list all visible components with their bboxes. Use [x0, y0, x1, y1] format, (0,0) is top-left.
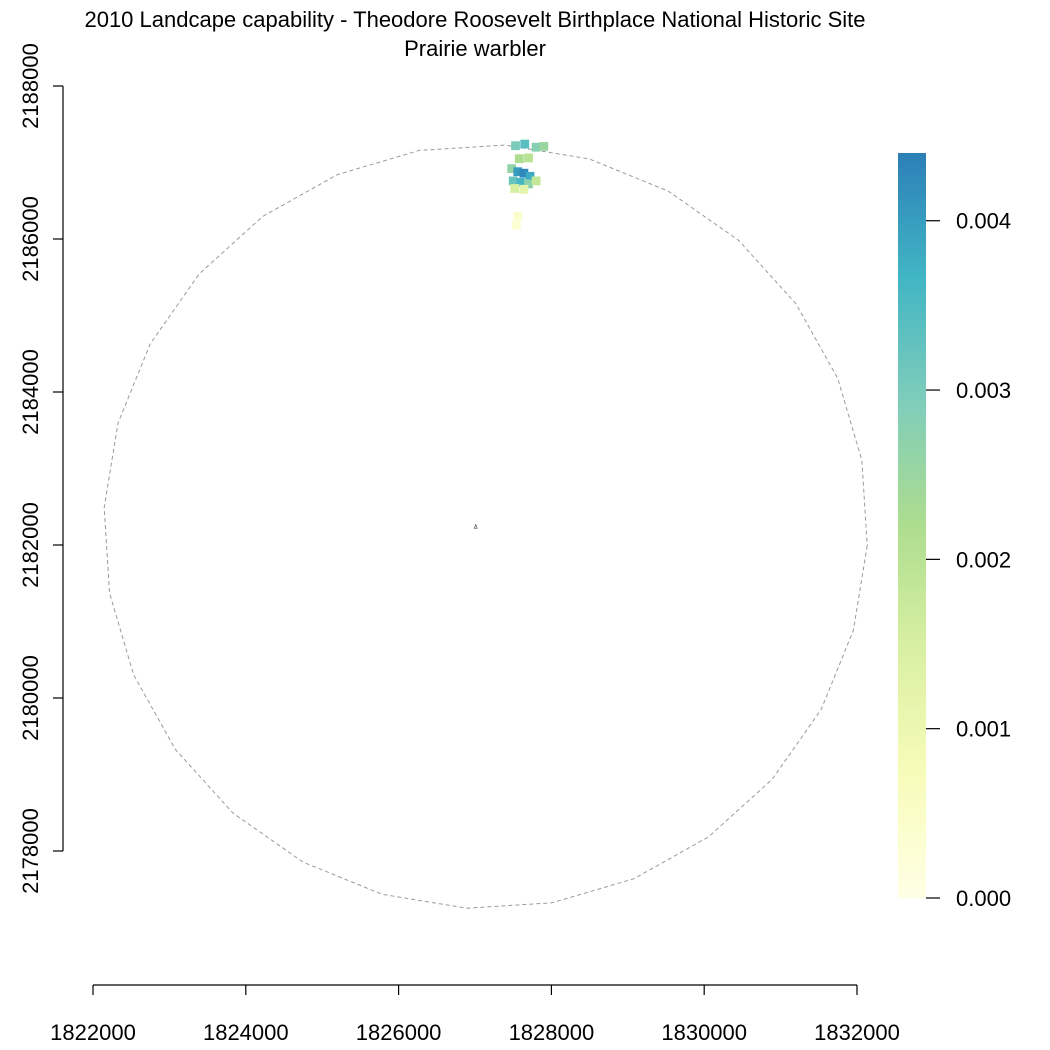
y-tick-label: 2184000 — [18, 349, 43, 435]
y-tick-label: 2178000 — [18, 808, 43, 894]
x-tick-label: 1824000 — [203, 1020, 289, 1045]
color-legend: 0.000 0.001 0.002 0.003 0.004 — [898, 153, 1011, 911]
raster-cell — [525, 171, 535, 181]
raster-cell — [519, 168, 529, 178]
legend-tick-label: 0.003 — [956, 378, 1011, 403]
x-tick-label: 1830000 — [661, 1020, 747, 1045]
x-axis: 1822000 1824000 1826000 1828000 1830000 18320… — [50, 984, 900, 1045]
raster-cell — [524, 153, 533, 163]
x-tick-label: 1832000 — [814, 1020, 900, 1045]
raster-cell — [516, 178, 526, 187]
raster-cell — [531, 142, 541, 152]
x-tick-label: 1828000 — [509, 1020, 595, 1045]
chart-title: 2010 Landcape capability - Theodore Roos… — [84, 7, 865, 32]
y-tick-label: 2188000 — [18, 43, 43, 129]
y-tick-label: 2182000 — [18, 502, 43, 588]
capability-raster — [507, 139, 549, 230]
legend-color-bar — [898, 153, 926, 898]
raster-cell — [511, 141, 520, 151]
legend-tick-label: 0.002 — [956, 547, 1011, 572]
y-tick-label: 2180000 — [18, 655, 43, 741]
raster-cell — [508, 176, 518, 186]
legend-tick-label: 0.001 — [956, 717, 1011, 742]
x-tick-label: 1826000 — [356, 1020, 442, 1045]
raster-cell — [531, 176, 541, 186]
legend-tick-label: 0.000 — [956, 886, 1011, 911]
chart-subtitle: Prairie warbler — [404, 36, 546, 61]
raster-cell — [520, 139, 530, 149]
y-axis: 2178000 2180000 2182000 2184000 2186000 21880… — [18, 43, 64, 894]
study-area-boundary — [103, 144, 868, 909]
raster-cell — [510, 184, 520, 193]
x-tick-label: 1822000 — [50, 1020, 136, 1045]
raster-cell — [519, 184, 529, 194]
raster-cell — [507, 164, 517, 173]
boundary-line — [103, 144, 868, 909]
raster-cell — [524, 179, 533, 189]
legend-tick-label: 0.004 — [956, 209, 1011, 234]
site-marker — [473, 523, 478, 529]
raster-cell — [513, 211, 523, 221]
raster-cell — [513, 167, 523, 177]
raster-cell — [514, 154, 524, 164]
raster-cell — [539, 142, 549, 151]
raster-cell — [511, 220, 521, 230]
y-tick-label: 2186000 — [18, 196, 43, 282]
site-marker-shape — [473, 523, 478, 529]
